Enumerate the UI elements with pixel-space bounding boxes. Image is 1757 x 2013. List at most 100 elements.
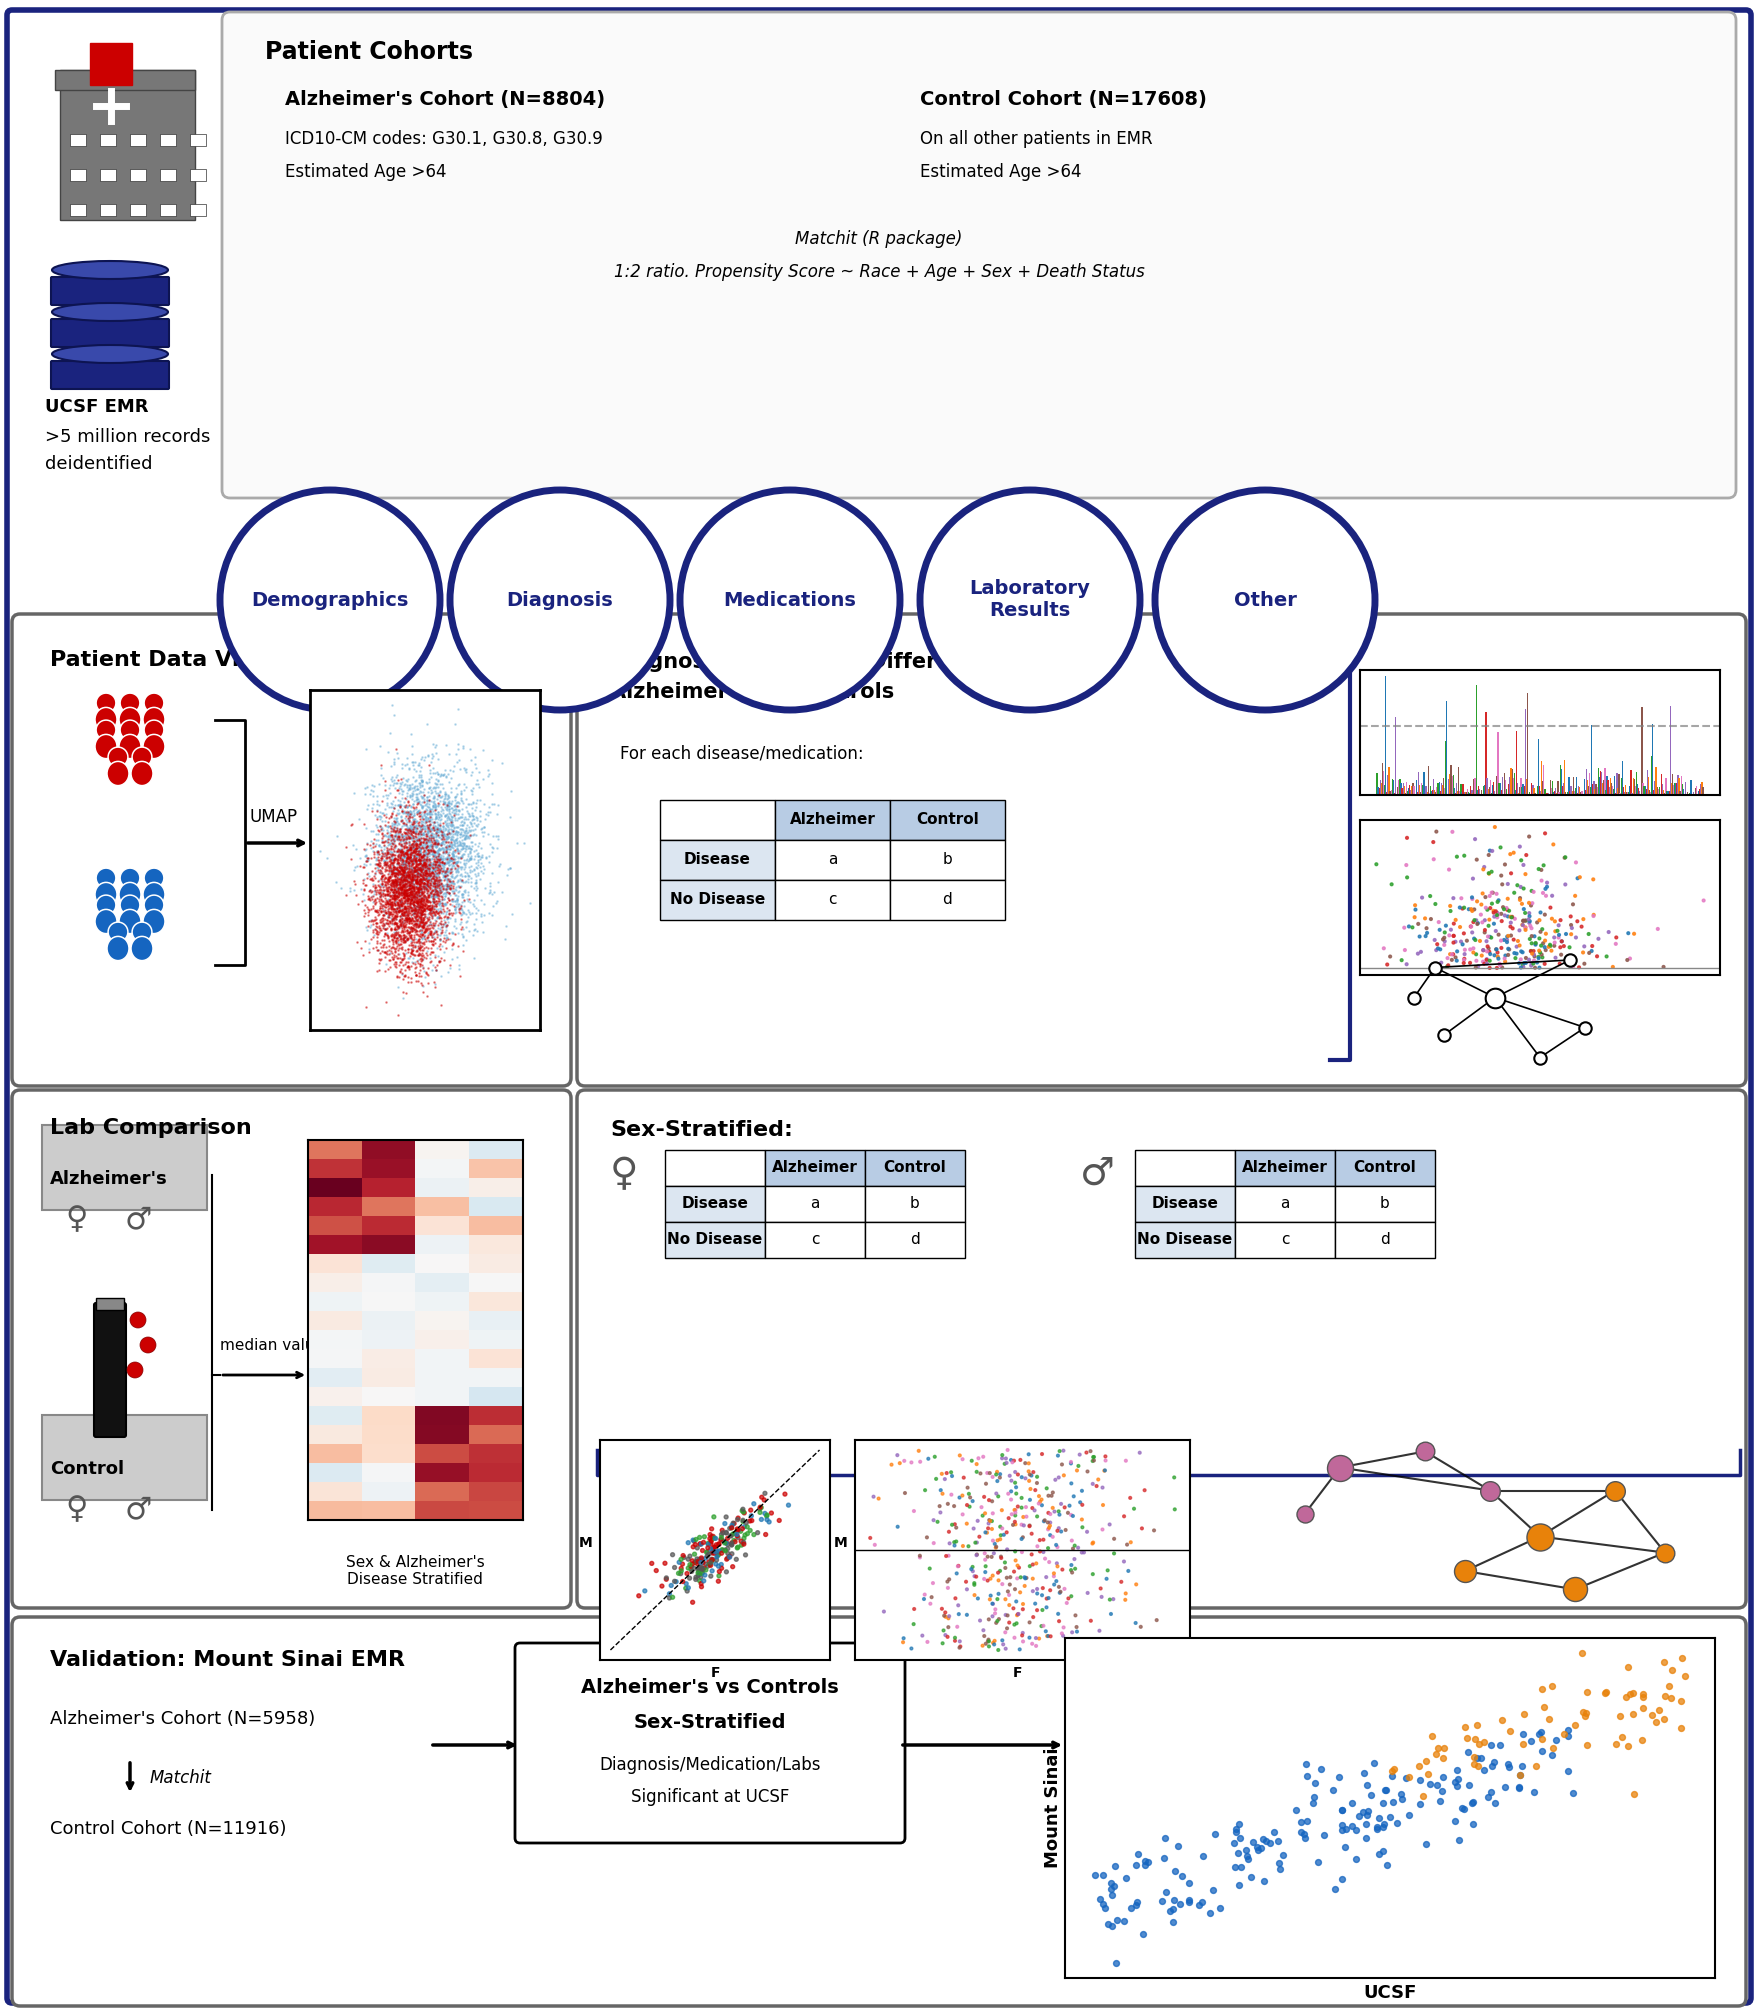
Point [394, 922, 422, 954]
Point [394, 841, 422, 874]
Point [401, 856, 429, 888]
Point [1509, 946, 1537, 978]
Point [409, 868, 437, 900]
Point [425, 902, 453, 934]
Point [432, 821, 460, 854]
Point [415, 872, 443, 904]
Point [378, 866, 406, 898]
Point [395, 898, 423, 930]
Point [411, 829, 439, 862]
Point [365, 906, 394, 938]
Point [413, 854, 441, 886]
Point [1386, 944, 1414, 976]
Point [434, 849, 462, 882]
Point [411, 789, 439, 821]
Point [671, 1572, 699, 1604]
Point [408, 876, 436, 908]
Point [420, 797, 448, 829]
Point [380, 894, 408, 926]
Point [415, 815, 443, 847]
Point [395, 831, 423, 864]
Point [383, 880, 411, 912]
Point [404, 777, 432, 809]
Point [411, 795, 439, 827]
Point [1221, 1816, 1249, 1848]
Point [434, 787, 462, 819]
Point [369, 845, 397, 878]
Point [413, 870, 441, 902]
Point [445, 769, 473, 801]
Point [924, 1490, 952, 1522]
Point [357, 874, 385, 906]
Point [422, 815, 450, 847]
Point [696, 1518, 724, 1550]
Point [437, 805, 466, 837]
Point [425, 787, 453, 819]
Point [418, 833, 446, 866]
Point [446, 872, 474, 904]
Point [390, 880, 418, 912]
Point [439, 833, 467, 866]
Point [1439, 1806, 1467, 1838]
Point [380, 831, 408, 864]
Point [406, 906, 434, 938]
Point [397, 851, 425, 884]
Point [392, 936, 420, 968]
Bar [1235, 1186, 1334, 1222]
Point [404, 858, 432, 890]
Point [408, 849, 436, 882]
Point [409, 894, 437, 926]
Point [1530, 898, 1558, 930]
Point [413, 845, 441, 878]
Point [399, 805, 427, 837]
Point [390, 896, 418, 928]
Point [374, 930, 402, 962]
Point [385, 878, 413, 910]
FancyBboxPatch shape [93, 1302, 127, 1437]
Point [387, 872, 415, 904]
Point [406, 854, 434, 886]
Point [445, 864, 473, 896]
Point [462, 809, 490, 841]
Point [367, 870, 395, 902]
Point [1657, 1655, 1685, 1687]
Point [395, 815, 423, 847]
Point [432, 872, 460, 904]
Point [357, 884, 385, 916]
Point [397, 904, 425, 936]
Point [1460, 894, 1488, 926]
Point [372, 888, 401, 920]
Point [387, 866, 415, 898]
Point [392, 809, 420, 841]
Point [408, 896, 436, 928]
Point [1066, 1476, 1095, 1508]
Point [430, 936, 459, 968]
Point [972, 1629, 1000, 1661]
Point [675, 1572, 703, 1604]
Point [1014, 1447, 1042, 1480]
Point [425, 759, 453, 791]
Point [388, 864, 416, 896]
Point [1474, 835, 1502, 868]
Point [390, 827, 418, 860]
Point [1508, 1727, 1536, 1759]
Point [387, 882, 415, 914]
Point [388, 886, 416, 918]
Point [404, 849, 432, 882]
Point [381, 900, 409, 932]
Point [390, 862, 418, 894]
Point [404, 835, 432, 868]
Point [710, 1526, 738, 1558]
Point [385, 809, 413, 841]
Point [390, 839, 418, 872]
Point [402, 783, 430, 815]
Point [446, 904, 474, 936]
Point [388, 856, 416, 888]
Point [392, 799, 420, 831]
Point [413, 854, 441, 886]
Point [406, 864, 434, 896]
Point [390, 878, 418, 910]
Point [404, 888, 432, 920]
Point [457, 843, 485, 876]
Point [367, 841, 395, 874]
